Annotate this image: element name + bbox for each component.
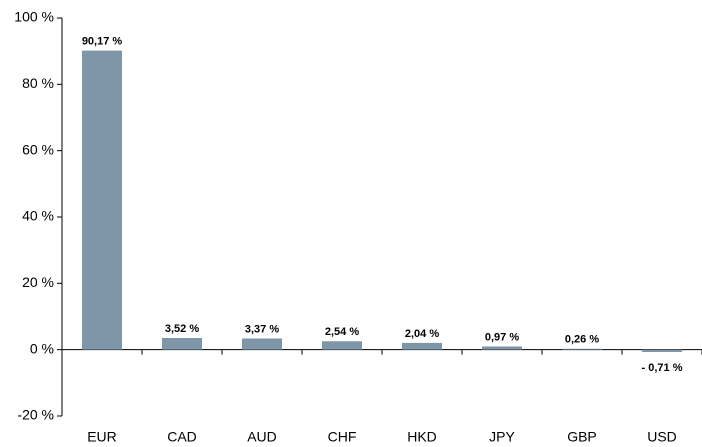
x-tick-label: AUD xyxy=(247,429,277,445)
x-tick-label: JPY xyxy=(489,429,515,445)
y-tick-label: 40 % xyxy=(22,208,54,224)
y-tick-label: 100 % xyxy=(14,9,54,25)
y-tick-label: 20 % xyxy=(22,274,54,290)
y-tick-label: 60 % xyxy=(22,141,54,157)
value-label: 2,04 % xyxy=(405,328,439,340)
bar xyxy=(82,50,122,350)
value-label: 2,54 % xyxy=(325,326,359,338)
x-tick-label: CAD xyxy=(167,429,197,445)
bar xyxy=(242,338,282,350)
bar xyxy=(162,337,202,350)
x-tick-label: GBP xyxy=(567,429,597,445)
value-label: 3,52 % xyxy=(165,323,199,335)
y-tick-label: -20 % xyxy=(17,407,54,423)
bar xyxy=(402,342,442,350)
y-tick-label: 80 % xyxy=(22,75,54,91)
bar xyxy=(642,349,682,353)
x-tick-label: CHF xyxy=(328,429,357,445)
bar xyxy=(482,346,522,350)
value-label: 0,97 % xyxy=(485,331,519,343)
value-label: - 0,71 % xyxy=(642,362,683,374)
y-tick-label: 0 % xyxy=(30,340,54,356)
bar xyxy=(562,348,602,350)
value-label: 0,26 % xyxy=(565,334,599,346)
value-label: 90,17 % xyxy=(82,36,123,48)
bar xyxy=(322,341,362,350)
x-tick-label: HKD xyxy=(407,429,437,445)
value-label: 3,37 % xyxy=(245,323,279,335)
x-tick-label: EUR xyxy=(87,429,117,445)
x-tick-label: USD xyxy=(647,429,677,445)
